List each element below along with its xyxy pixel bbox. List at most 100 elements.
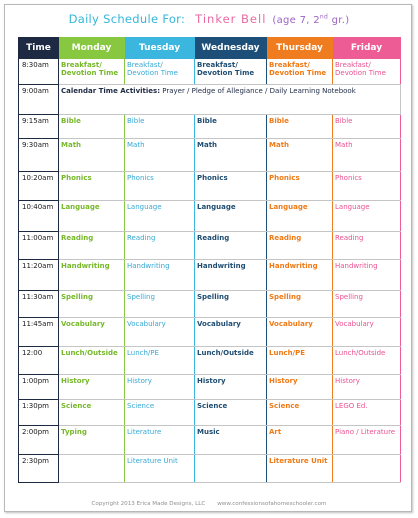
table-row: 9:15am Bible Bible Bible Bible Bible (19, 115, 401, 139)
time-cell: 11:20am (19, 260, 59, 291)
friday-cell: Piano / Literature (333, 426, 401, 455)
time-cell: 11:00am (19, 232, 59, 260)
website-text: www.confessionsofahomeschooler.com (217, 501, 326, 507)
wednesday-cell: Vocabulary (195, 318, 267, 347)
header-friday: Friday (333, 38, 401, 59)
friday-cell: Language (333, 201, 401, 232)
page-footer: Copyright 2013 Erica Made Designs, LLC ww… (0, 501, 418, 507)
table-row: 1:00pm History History History History H… (19, 375, 401, 400)
table-row: 12:00 Lunch/Outside Lunch/PE Lunch/Outsi… (19, 347, 401, 375)
thursday-cell: Vocabulary (267, 318, 333, 347)
table-row: 1:30pm Science Science Science Science L… (19, 400, 401, 426)
friday-cell: Phonics (333, 172, 401, 201)
thursday-cell: Bible (267, 115, 333, 139)
tuesday-cell: Reading (125, 232, 195, 260)
title-label: Daily Schedule For: (69, 12, 186, 26)
monday-cell: Vocabulary (59, 318, 125, 347)
time-cell: 1:00pm (19, 375, 59, 400)
wednesday-cell: Music (195, 426, 267, 455)
monday-cell: History (59, 375, 125, 400)
page-title: Daily Schedule For: Tinker Bell (age 7, 2n… (0, 12, 418, 26)
time-cell: 10:20am (19, 172, 59, 201)
time-cell: 1:30pm (19, 400, 59, 426)
monday-cell: Reading (59, 232, 125, 260)
wednesday-cell: History (195, 375, 267, 400)
friday-cell: Vocabulary (333, 318, 401, 347)
thursday-cell: Literature Unit (267, 455, 333, 483)
thursday-cell: Math (267, 139, 333, 172)
wednesday-cell: Phonics (195, 172, 267, 201)
wednesday-cell: Handwriting (195, 260, 267, 291)
friday-cell (333, 455, 401, 483)
calendar-activities-label: Calendar Time Activities: (61, 87, 160, 95)
friday-cell: Bible (333, 115, 401, 139)
friday-cell: LEGO Ed. (333, 400, 401, 426)
time-cell: 11:45am (19, 318, 59, 347)
table-row: 9:00am Calendar Time Activities: Prayer … (19, 85, 401, 115)
time-cell: 9:15am (19, 115, 59, 139)
tuesday-cell: Spelling (125, 291, 195, 318)
friday-cell: Lunch/Outside (333, 347, 401, 375)
header-monday: Monday (59, 38, 125, 59)
thursday-cell: Reading (267, 232, 333, 260)
tuesday-cell: Breakfast/ Devotion Time (125, 59, 195, 85)
friday-cell: Math (333, 139, 401, 172)
monday-cell: Spelling (59, 291, 125, 318)
monday-cell: Phonics (59, 172, 125, 201)
tuesday-cell: History (125, 375, 195, 400)
thursday-cell: Spelling (267, 291, 333, 318)
thursday-cell: Art (267, 426, 333, 455)
time-cell: 9:30am (19, 139, 59, 172)
header-thursday: Thursday (267, 38, 333, 59)
table-row: 11:20am Handwriting Handwriting Handwrit… (19, 260, 401, 291)
monday-cell: Bible (59, 115, 125, 139)
copyright-text: Copyright 2013 Erica Made Designs, LLC (91, 501, 205, 507)
monday-cell: Typing (59, 426, 125, 455)
thursday-cell: Lunch/PE (267, 347, 333, 375)
tuesday-cell: Lunch/PE (125, 347, 195, 375)
table-row: 8:30am Breakfast/ Devotion Time Breakfas… (19, 59, 401, 85)
wednesday-cell: Reading (195, 232, 267, 260)
tuesday-cell: Literature Unit (125, 455, 195, 483)
thursday-cell: Handwriting (267, 260, 333, 291)
header-row: Time Monday Tuesday Wednesday Thursday F… (19, 38, 401, 59)
monday-cell: Math (59, 139, 125, 172)
table-row: 2:00pm Typing Literature Music Art Piano… (19, 426, 401, 455)
time-cell: 12:00 (19, 347, 59, 375)
schedule-table: Time Monday Tuesday Wednesday Thursday F… (18, 37, 401, 483)
table-row: 11:00am Reading Reading Reading Reading … (19, 232, 401, 260)
time-cell: 8:30am (19, 59, 59, 85)
table-row: 11:45am Vocabulary Vocabulary Vocabulary… (19, 318, 401, 347)
wednesday-cell: Breakfast/ Devotion Time (195, 59, 267, 85)
wednesday-cell: Science (195, 400, 267, 426)
friday-cell: Breakfast/ Devotion Time (333, 59, 401, 85)
monday-cell: Lunch/Outside (59, 347, 125, 375)
table-row: 10:40am Language Language Language Langu… (19, 201, 401, 232)
table-row: 10:20am Phonics Phonics Phonics Phonics … (19, 172, 401, 201)
table-row: 11:30am Spelling Spelling Spelling Spell… (19, 291, 401, 318)
monday-cell: Language (59, 201, 125, 232)
tuesday-cell: Phonics (125, 172, 195, 201)
time-cell: 10:40am (19, 201, 59, 232)
wednesday-cell: Bible (195, 115, 267, 139)
student-name: Tinker Bell (195, 12, 266, 26)
header-time: Time (19, 38, 59, 59)
wednesday-cell: Lunch/Outside (195, 347, 267, 375)
header-tuesday: Tuesday (125, 38, 195, 59)
tuesday-cell: Literature (125, 426, 195, 455)
thursday-cell: Language (267, 201, 333, 232)
calendar-activities-cell: Calendar Time Activities: Prayer / Pledg… (59, 85, 401, 115)
monday-cell: Science (59, 400, 125, 426)
friday-cell: Spelling (333, 291, 401, 318)
friday-cell: History (333, 375, 401, 400)
monday-cell: Handwriting (59, 260, 125, 291)
time-cell: 2:30pm (19, 455, 59, 483)
friday-cell: Reading (333, 232, 401, 260)
tuesday-cell: Math (125, 139, 195, 172)
student-age: (age 7, 2nd gr.) (272, 15, 349, 26)
thursday-cell: Science (267, 400, 333, 426)
wednesday-cell: Math (195, 139, 267, 172)
calendar-activities-text: Prayer / Pledge of Allegiance / Daily Le… (160, 87, 356, 95)
thursday-cell: Breakfast/ Devotion Time (267, 59, 333, 85)
tuesday-cell: Science (125, 400, 195, 426)
